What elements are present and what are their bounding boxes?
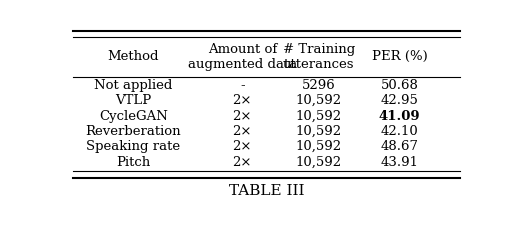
- Text: Not applied: Not applied: [94, 79, 173, 91]
- Text: Speaking rate: Speaking rate: [86, 140, 180, 153]
- Text: Reverberation: Reverberation: [86, 124, 181, 137]
- Text: 10,592: 10,592: [296, 109, 342, 122]
- Text: CycleGAN: CycleGAN: [99, 109, 168, 122]
- Text: 2×: 2×: [232, 109, 252, 122]
- Text: 41.09: 41.09: [379, 109, 420, 122]
- Text: 42.10: 42.10: [381, 124, 419, 137]
- Text: 2×: 2×: [232, 140, 252, 153]
- Text: # Training
utterances: # Training utterances: [283, 43, 355, 70]
- Text: 10,592: 10,592: [296, 155, 342, 168]
- Text: 43.91: 43.91: [381, 155, 419, 168]
- Text: 2×: 2×: [232, 155, 252, 168]
- Text: -: -: [240, 79, 244, 91]
- Text: Pitch: Pitch: [116, 155, 151, 168]
- Text: TABLE III: TABLE III: [229, 183, 304, 197]
- Text: 2×: 2×: [232, 94, 252, 107]
- Text: PER (%): PER (%): [372, 50, 427, 63]
- Text: 48.67: 48.67: [381, 140, 419, 153]
- Text: Method: Method: [108, 50, 159, 63]
- Text: 5296: 5296: [302, 79, 336, 91]
- Text: 50.68: 50.68: [381, 79, 419, 91]
- Text: 42.95: 42.95: [381, 94, 419, 107]
- Text: 10,592: 10,592: [296, 94, 342, 107]
- Text: Amount of
augmented data: Amount of augmented data: [188, 43, 297, 70]
- Text: 10,592: 10,592: [296, 124, 342, 137]
- Text: 10,592: 10,592: [296, 140, 342, 153]
- Text: VTLP: VTLP: [115, 94, 152, 107]
- Text: 2×: 2×: [232, 124, 252, 137]
